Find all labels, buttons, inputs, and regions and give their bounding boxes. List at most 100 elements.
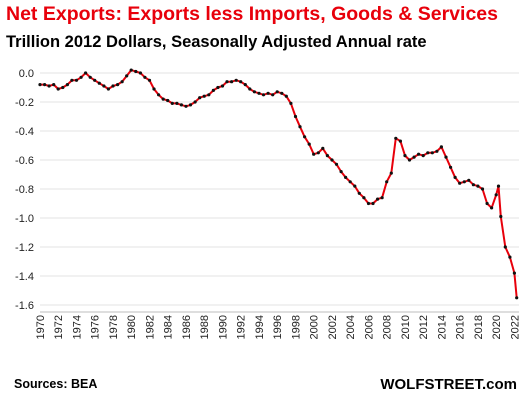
brand-logo-text: WOLFSTREET.com bbox=[380, 376, 517, 393]
data-point bbox=[261, 93, 266, 97]
data-point bbox=[207, 93, 211, 97]
data-point bbox=[211, 88, 215, 92]
data-point bbox=[184, 104, 188, 108]
data-point bbox=[339, 170, 343, 174]
x-tick-label: 2018 bbox=[473, 315, 485, 339]
x-tick-label: 2010 bbox=[400, 315, 412, 339]
data-point bbox=[334, 162, 339, 166]
data-point bbox=[147, 78, 152, 82]
data-point bbox=[43, 83, 47, 87]
data-point bbox=[439, 145, 443, 149]
x-tick-label: 2008 bbox=[382, 315, 394, 339]
data-point bbox=[252, 90, 256, 94]
x-tick-label: 1970 bbox=[35, 315, 47, 339]
data-point bbox=[430, 151, 434, 155]
data-point bbox=[385, 180, 389, 184]
data-point bbox=[515, 296, 519, 300]
x-tick-label: 2022 bbox=[509, 315, 521, 339]
data-point bbox=[376, 197, 380, 201]
data-point bbox=[152, 87, 156, 91]
data-point bbox=[125, 74, 129, 78]
data-point bbox=[312, 152, 316, 156]
data-point bbox=[467, 178, 471, 182]
data-point bbox=[453, 175, 457, 179]
data-point bbox=[47, 84, 51, 88]
data-point bbox=[61, 85, 65, 90]
data-point bbox=[426, 151, 430, 155]
x-tick-label: 1976 bbox=[90, 315, 102, 339]
data-point bbox=[421, 154, 425, 158]
data-point bbox=[476, 184, 480, 188]
data-point bbox=[512, 271, 517, 275]
x-tick-label: 1988 bbox=[199, 315, 211, 339]
x-tick-label: 1986 bbox=[181, 315, 193, 339]
source-note: Sources: BEA bbox=[14, 377, 98, 391]
data-point bbox=[116, 83, 120, 87]
data-point bbox=[394, 136, 398, 140]
x-tick-label: 1974 bbox=[71, 315, 83, 339]
data-point bbox=[289, 101, 293, 105]
y-tick-label: -1.2 bbox=[15, 242, 34, 254]
data-point bbox=[417, 152, 421, 156]
data-point bbox=[357, 191, 361, 195]
data-point bbox=[471, 183, 475, 187]
data-point bbox=[193, 100, 197, 104]
y-tick-label: -0.2 bbox=[15, 97, 34, 109]
data-point bbox=[97, 81, 101, 85]
data-point bbox=[65, 83, 69, 87]
data-point bbox=[499, 214, 503, 219]
x-tick-label: 1990 bbox=[217, 315, 229, 339]
y-tick-label: -1.4 bbox=[15, 271, 34, 283]
data-point bbox=[198, 96, 202, 100]
data-point bbox=[202, 94, 206, 98]
data-point bbox=[496, 184, 501, 188]
x-tick-label: 1980 bbox=[126, 315, 138, 339]
x-tick-label: 1992 bbox=[236, 315, 248, 339]
data-point bbox=[462, 180, 466, 184]
data-point bbox=[230, 80, 234, 84]
data-point bbox=[170, 101, 174, 105]
data-point bbox=[284, 94, 288, 98]
data-point bbox=[435, 149, 439, 153]
y-tick-label: -0.6 bbox=[15, 155, 34, 167]
data-point bbox=[271, 93, 275, 97]
data-point bbox=[344, 175, 348, 179]
data-point bbox=[316, 151, 320, 155]
data-point bbox=[38, 83, 42, 87]
x-tick-label: 1972 bbox=[53, 315, 65, 339]
data-point bbox=[321, 146, 325, 150]
data-point bbox=[275, 90, 279, 94]
x-tick-label: 2004 bbox=[345, 315, 357, 339]
data-point bbox=[239, 80, 243, 84]
data-point bbox=[494, 193, 498, 197]
data-point bbox=[56, 87, 60, 91]
data-point bbox=[179, 103, 183, 107]
data-point bbox=[138, 71, 142, 75]
x-axis: 1970 1972 1974 1976 1978 1980 1982 1984 1986 1988… bbox=[35, 311, 521, 339]
data-point bbox=[234, 78, 238, 82]
data-point bbox=[248, 87, 252, 91]
data-point bbox=[366, 201, 371, 206]
data-point bbox=[444, 155, 448, 159]
data-point bbox=[93, 78, 97, 82]
data-point bbox=[458, 181, 462, 185]
data-point bbox=[480, 187, 485, 191]
y-tick-label: -0.8 bbox=[15, 184, 34, 196]
y-tick-label: -0.4 bbox=[15, 126, 34, 138]
x-tick-label: 2000 bbox=[309, 315, 321, 339]
data-point bbox=[490, 206, 494, 210]
grid-lines bbox=[40, 72, 519, 306]
data-point bbox=[348, 180, 352, 184]
data-point bbox=[293, 114, 298, 119]
data-point bbox=[134, 69, 138, 74]
data-point bbox=[79, 75, 83, 79]
data-point bbox=[106, 87, 110, 91]
data-point bbox=[371, 201, 375, 206]
data-point bbox=[188, 103, 193, 107]
data-point bbox=[353, 184, 357, 188]
data-point bbox=[307, 142, 311, 146]
data-point bbox=[380, 196, 384, 200]
data-point bbox=[508, 255, 512, 259]
x-tick-label: 2012 bbox=[418, 315, 430, 339]
